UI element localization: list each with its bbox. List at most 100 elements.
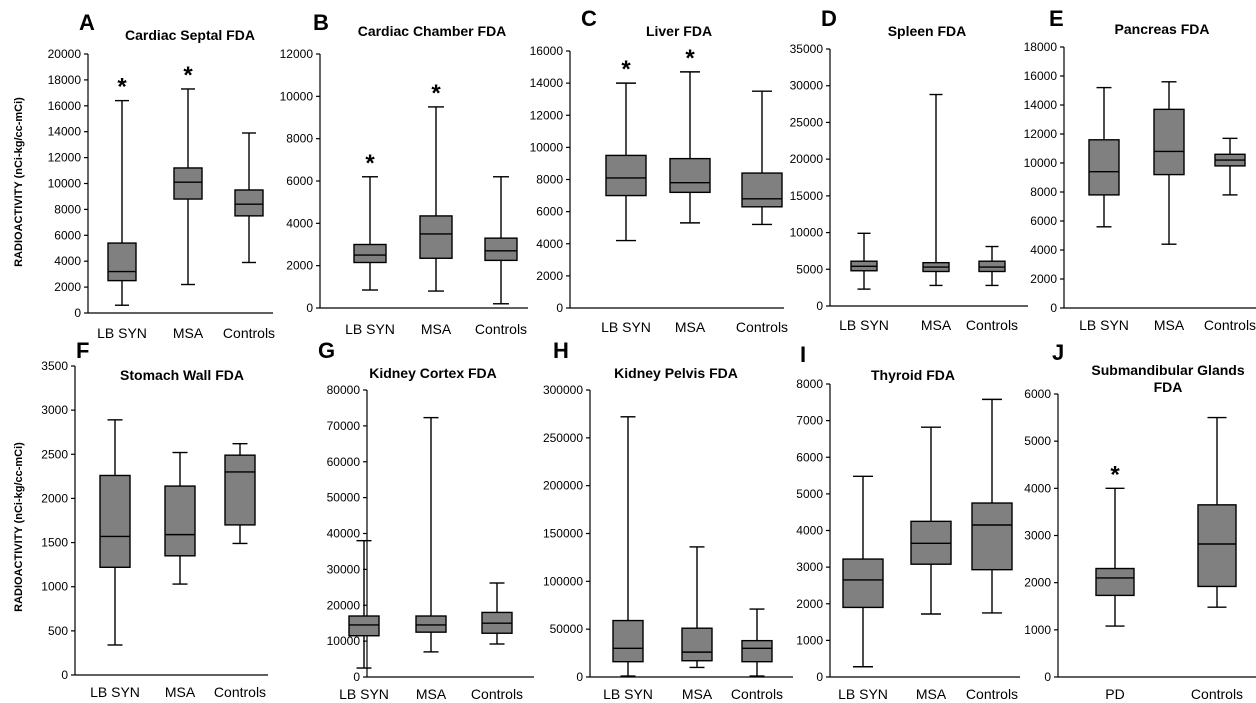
x-category-label: LB SYN xyxy=(603,686,653,702)
y-tick-label: 4000 xyxy=(536,237,563,251)
panel-e: E Pancreas FDA 0 2000 4000 6000 8000 10000 12000… xyxy=(1024,6,1256,333)
panel-letter: J xyxy=(1052,340,1064,365)
y-tick-label: 8000 xyxy=(796,377,823,391)
box-controls xyxy=(741,90,783,226)
y-tick-label: 4000 xyxy=(1024,481,1051,495)
y-tick-label: 4000 xyxy=(1030,243,1057,257)
y-tick-label: 6000 xyxy=(1024,387,1051,401)
x-category-label: PD xyxy=(1105,686,1124,702)
x-category-label: Controls xyxy=(1204,317,1256,333)
box-msa: * xyxy=(419,80,453,292)
y-tick-label: 25000 xyxy=(790,115,824,129)
y-tick-label: 5000 xyxy=(796,262,823,276)
y-tick-label: 1000 xyxy=(41,580,68,594)
panel-j: J Submandibular Glands FDA 0 1000 2000 3000 400… xyxy=(1024,340,1256,702)
y-tick-label: 0 xyxy=(576,670,583,684)
x-category-label: MSA xyxy=(916,686,947,702)
box-msa xyxy=(681,546,713,669)
y-tick-label: 1000 xyxy=(796,633,823,647)
significance-star: * xyxy=(365,150,375,177)
y-tick-label: 1500 xyxy=(41,536,68,550)
panel-h: H Kidney Pelvis FDA 0 50000 100000 150000 2000… xyxy=(543,338,793,702)
x-category-label: LB SYN xyxy=(838,686,888,702)
box-msa xyxy=(415,416,447,653)
y-tick-label: 15000 xyxy=(790,189,824,203)
panel-title: Stomach Wall FDA xyxy=(120,367,244,383)
box-msa xyxy=(922,93,950,287)
x-category-label: MSA xyxy=(421,321,452,337)
box-lb-syn: * xyxy=(605,56,647,242)
y-tick-label: 70000 xyxy=(327,419,361,433)
y-tick-label: 10000 xyxy=(790,226,824,240)
y-tick-label: 2000 xyxy=(536,269,563,283)
x-category-label: Controls xyxy=(214,684,266,700)
y-tick-label: 12000 xyxy=(1024,127,1058,141)
x-category-label: MSA xyxy=(165,684,196,700)
y-tick-label: 10000 xyxy=(530,140,564,154)
box-msa xyxy=(1153,81,1185,245)
x-category-label: LB SYN xyxy=(839,317,889,333)
y-tick-label: 0 xyxy=(556,301,563,315)
panel-title: Kidney Pelvis FDA xyxy=(614,365,738,381)
panel-letter: C xyxy=(581,6,597,31)
panel-d: D Spleen FDA 0 5000 10000 15000 20000 25000 3000… xyxy=(790,6,1028,333)
y-tick-label: 30000 xyxy=(790,79,824,93)
y-tick-label: 0 xyxy=(1044,670,1051,684)
y-tick-label: 8000 xyxy=(286,132,313,146)
significance-star: * xyxy=(117,74,127,101)
y-tick-label: 10000 xyxy=(280,89,314,103)
y-tick-label: 0 xyxy=(816,299,823,313)
iqr-box xyxy=(419,215,453,259)
y-tick-label: 4000 xyxy=(796,524,823,538)
x-category-label: MSA xyxy=(416,686,447,702)
y-tick-label: 12000 xyxy=(280,47,314,61)
y-tick-label: 0 xyxy=(353,670,360,684)
y-tick-label: 20000 xyxy=(327,598,361,612)
y-tick-label: 2000 xyxy=(54,280,81,294)
iqr-box xyxy=(741,639,773,663)
y-tick-label: 0 xyxy=(74,306,81,320)
y-tick-label: 80000 xyxy=(327,383,361,397)
panel-g: G Kidney Cortex FDA 0 10000 20000 30000 40000 5… xyxy=(318,338,534,702)
iqr-box xyxy=(234,189,264,217)
y-tick-label: 50000 xyxy=(327,491,361,505)
iqr-box xyxy=(1197,504,1237,588)
y-tick-label: 6000 xyxy=(54,228,81,242)
iqr-box xyxy=(164,485,196,557)
x-category-label: Controls xyxy=(966,317,1018,333)
x-category-label: Controls xyxy=(736,319,788,335)
iqr-box xyxy=(605,154,647,197)
y-tick-label: 8000 xyxy=(536,173,563,187)
box-lb-syn xyxy=(348,539,380,669)
panel-letter: F xyxy=(76,338,89,363)
box-controls xyxy=(741,608,773,677)
y-tick-label: 16000 xyxy=(530,44,564,58)
box-msa: * xyxy=(669,45,711,224)
panel-b: B Cardiac Chamber FDA 0 2000 4000 6000 8000 100… xyxy=(280,10,528,337)
iqr-box xyxy=(173,167,203,200)
panel-title: Liver FDA xyxy=(646,23,712,39)
y-tick-label: 20000 xyxy=(48,47,82,61)
iqr-box xyxy=(1088,139,1120,196)
iqr-box xyxy=(484,237,518,262)
iqr-box xyxy=(348,615,380,637)
iqr-box xyxy=(107,242,137,282)
box-controls xyxy=(978,245,1006,287)
y-tick-label: 6000 xyxy=(286,174,313,188)
y-tick-label: 100000 xyxy=(543,574,583,588)
panel-a: A Cardiac Septal FDA 0 2000 4000 6000 8000 1000… xyxy=(48,10,275,341)
iqr-box xyxy=(415,615,447,633)
y-tick-label: 3000 xyxy=(796,560,823,574)
y-tick-label: 2500 xyxy=(41,447,68,461)
y-tick-label: 8000 xyxy=(1030,185,1057,199)
iqr-box xyxy=(971,502,1013,571)
y-tick-label: 4000 xyxy=(54,254,81,268)
box-lb-syn: * xyxy=(107,74,137,306)
x-category-label: MSA xyxy=(682,686,713,702)
y-tick-label: 14000 xyxy=(530,76,564,90)
x-category-label: MSA xyxy=(921,317,952,333)
box-controls xyxy=(1197,416,1237,608)
box-lb-syn xyxy=(850,232,878,290)
box-lb-syn xyxy=(1088,86,1120,228)
x-category-label: Controls xyxy=(966,686,1018,702)
